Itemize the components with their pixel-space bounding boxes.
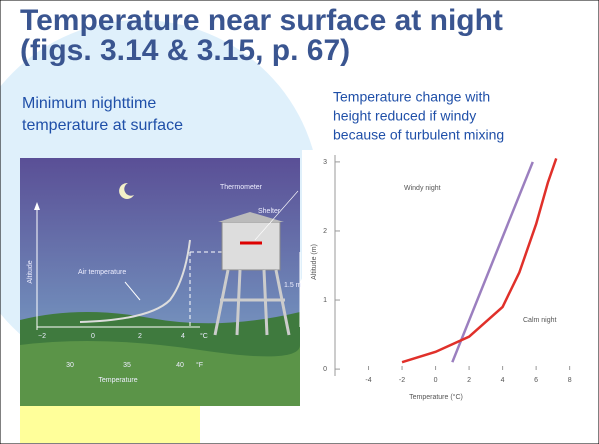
y-tick-label: 0 (323, 366, 327, 373)
label: 1.5 m (284, 282, 302, 289)
label: Air temperature (78, 269, 126, 276)
title-line: (figs. 3.14 & 3.15, p. 67) (20, 34, 350, 67)
series-label: Windy night (404, 185, 441, 192)
x-tick-label: 2 (467, 377, 471, 384)
x-tick-label: 4 (501, 377, 505, 384)
label: Shelter (258, 208, 281, 215)
tick-label: 40 (176, 362, 184, 369)
x-tick-label: 0 (434, 377, 438, 384)
series-label: Calm night (523, 317, 557, 324)
label: Thermometer (220, 184, 263, 191)
chart-background (302, 150, 582, 410)
y-axis-label: Altitude (m) (311, 244, 318, 280)
chart: Temperature (°C) Altitude (m) -4 -2 0 2 4 6 8 0… (302, 150, 582, 410)
illustration: Thermometer Shelter Air temperature 1.5 … (20, 158, 302, 406)
x-tick-label: 6 (534, 377, 538, 384)
tick-label: 2 (138, 333, 142, 340)
tick-label: 30 (66, 362, 74, 369)
x-tick-label: -2 (399, 377, 405, 384)
x-axis-label: Temperature (°C) (409, 393, 463, 401)
tick-label: 0 (91, 333, 95, 340)
slide: Temperature near surface at night (figs.… (0, 0, 599, 444)
y-tick-label: 2 (323, 228, 327, 235)
caption-line: Minimum nighttime (22, 95, 156, 112)
tick-label: 35 (123, 362, 131, 369)
tick-label: 4 (181, 333, 185, 340)
y-tick-label: 3 (323, 159, 327, 166)
shelter (222, 222, 280, 270)
caption-line: Temperature change with (333, 89, 490, 105)
caption-line: temperature at surface (22, 117, 183, 134)
unit: °F (196, 361, 203, 369)
axis-label: Temperature (98, 377, 137, 384)
caption-line: because of turbulent mixing (333, 127, 504, 143)
y-tick-label: 1 (323, 297, 327, 304)
title-line: Temperature near surface at night (20, 4, 503, 37)
caption-line: height reduced if windy (333, 108, 476, 124)
label: Altitude (27, 260, 34, 283)
unit: °C (200, 332, 208, 340)
tick-label: −2 (38, 333, 46, 340)
x-tick-label: -4 (365, 377, 371, 384)
x-tick-label: 8 (568, 377, 572, 384)
